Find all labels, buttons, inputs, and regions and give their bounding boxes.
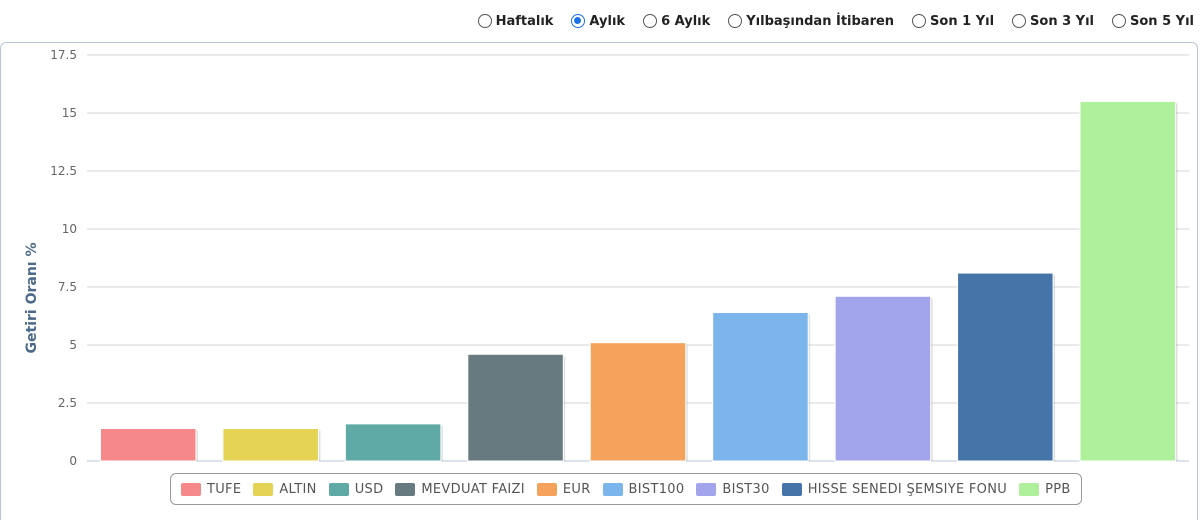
y-tick-label: 17.5	[50, 48, 77, 62]
legend-swatch	[696, 482, 717, 496]
legend-label: BIST100	[628, 481, 685, 497]
radio-unchecked-icon[interactable]	[1112, 14, 1127, 28]
radio-unchecked-icon[interactable]	[477, 14, 492, 28]
bar[interactable]	[1079, 100, 1177, 462]
bar-chart: 0 2.5 5 7.5 10 12.5 15 17.5 Getiri Oranı %	[24, 48, 1189, 468]
legend-item[interactable]: HISSE SENEDI ŞEMSIYE FONU	[781, 481, 1008, 497]
chart-container: 0 2.5 5 7.5 10 12.5 15 17.5 Getiri Oranı %	[0, 42, 1198, 520]
legend-label: ALTIN	[279, 481, 317, 497]
period-option[interactable]: Son 3 Yıl	[1012, 14, 1094, 29]
period-option-label: 6 Aylık	[661, 13, 711, 29]
y-tick-label: 12.5	[50, 164, 77, 178]
legend-swatch	[781, 482, 802, 496]
bar[interactable]	[957, 272, 1054, 462]
legend-swatch	[253, 482, 274, 496]
bar[interactable]	[99, 428, 197, 462]
legend-label: TUFE	[207, 481, 242, 497]
bar[interactable]	[467, 353, 564, 462]
legend-item[interactable]: MEVDUAT FAIZI	[395, 481, 525, 497]
legend-label: HISSE SENEDI ŞEMSIYE FONU	[807, 481, 1008, 497]
period-option-label: Haftalık	[495, 13, 554, 29]
legend-item[interactable]: TUFE	[181, 482, 241, 497]
radio-checked-icon[interactable]	[571, 14, 586, 28]
legend-label: EUR	[562, 481, 591, 497]
legend-item[interactable]: EUR	[536, 481, 591, 497]
bar[interactable]	[834, 295, 932, 462]
y-tick-label: 7.5	[58, 280, 77, 294]
period-option-label: Son 3 Yıl	[1030, 13, 1095, 29]
period-selector: Haftalık Aylık 6 Aylık Yılbaşından İtibaren…	[477, 0, 1200, 42]
legend-label: PPB	[1045, 481, 1071, 497]
legend-swatch	[1019, 482, 1040, 496]
y-tick-label: 0	[69, 454, 77, 468]
bar[interactable]	[344, 423, 442, 462]
legend-label: MEVDUAT FAIZI	[421, 481, 525, 497]
legend-item[interactable]: USD	[328, 481, 384, 497]
period-option[interactable]: Haftalık	[477, 13, 554, 29]
radio-unchecked-icon[interactable]	[643, 14, 658, 28]
period-option[interactable]: 6 Aylık	[643, 14, 710, 29]
period-option[interactable]: Son 1 Yıl	[912, 14, 994, 29]
legend-item[interactable]: BIST100	[602, 481, 685, 497]
y-tick-label: 5	[69, 338, 77, 352]
y-axis-label: Getiri Oranı %	[24, 243, 40, 354]
bar[interactable]	[712, 312, 809, 462]
y-tick-label: 15	[62, 106, 77, 120]
bars	[99, 100, 1178, 462]
legend-swatch	[328, 482, 349, 496]
legend-swatch	[395, 482, 416, 496]
radio-unchecked-icon[interactable]	[912, 14, 927, 28]
radio-unchecked-icon[interactable]	[1012, 14, 1027, 28]
legend-item[interactable]: ALTIN	[253, 482, 316, 497]
chart-legend: TUFE ALTIN USD MEVDUAT FAIZI EUR BIST100 BIST3…	[170, 473, 1082, 505]
legend-swatch	[536, 482, 557, 496]
period-option[interactable]: Aylık	[571, 14, 625, 29]
radio-unchecked-icon[interactable]	[728, 14, 743, 28]
legend-label: USD	[354, 481, 384, 497]
bar[interactable]	[589, 342, 687, 462]
period-option-label: Son 1 Yıl	[930, 13, 995, 29]
bar[interactable]	[222, 428, 319, 462]
period-option-label: Aylık	[589, 13, 626, 29]
legend-swatch	[602, 482, 623, 496]
period-option[interactable]: Son 5 Yıl	[1112, 14, 1194, 29]
legend-item[interactable]: PPB	[1019, 482, 1071, 497]
legend-item[interactable]: BIST30	[696, 482, 769, 497]
legend-label: BIST30	[722, 481, 770, 497]
period-option[interactable]: Yılbaşından İtibaren	[728, 14, 894, 29]
period-option-label: Yılbaşından İtibaren	[746, 13, 895, 29]
legend-swatch	[181, 482, 201, 496]
period-option-label: Son 5 Yıl	[1130, 13, 1194, 29]
y-tick-label: 2.5	[58, 396, 77, 410]
y-tick-label: 10	[62, 222, 77, 236]
